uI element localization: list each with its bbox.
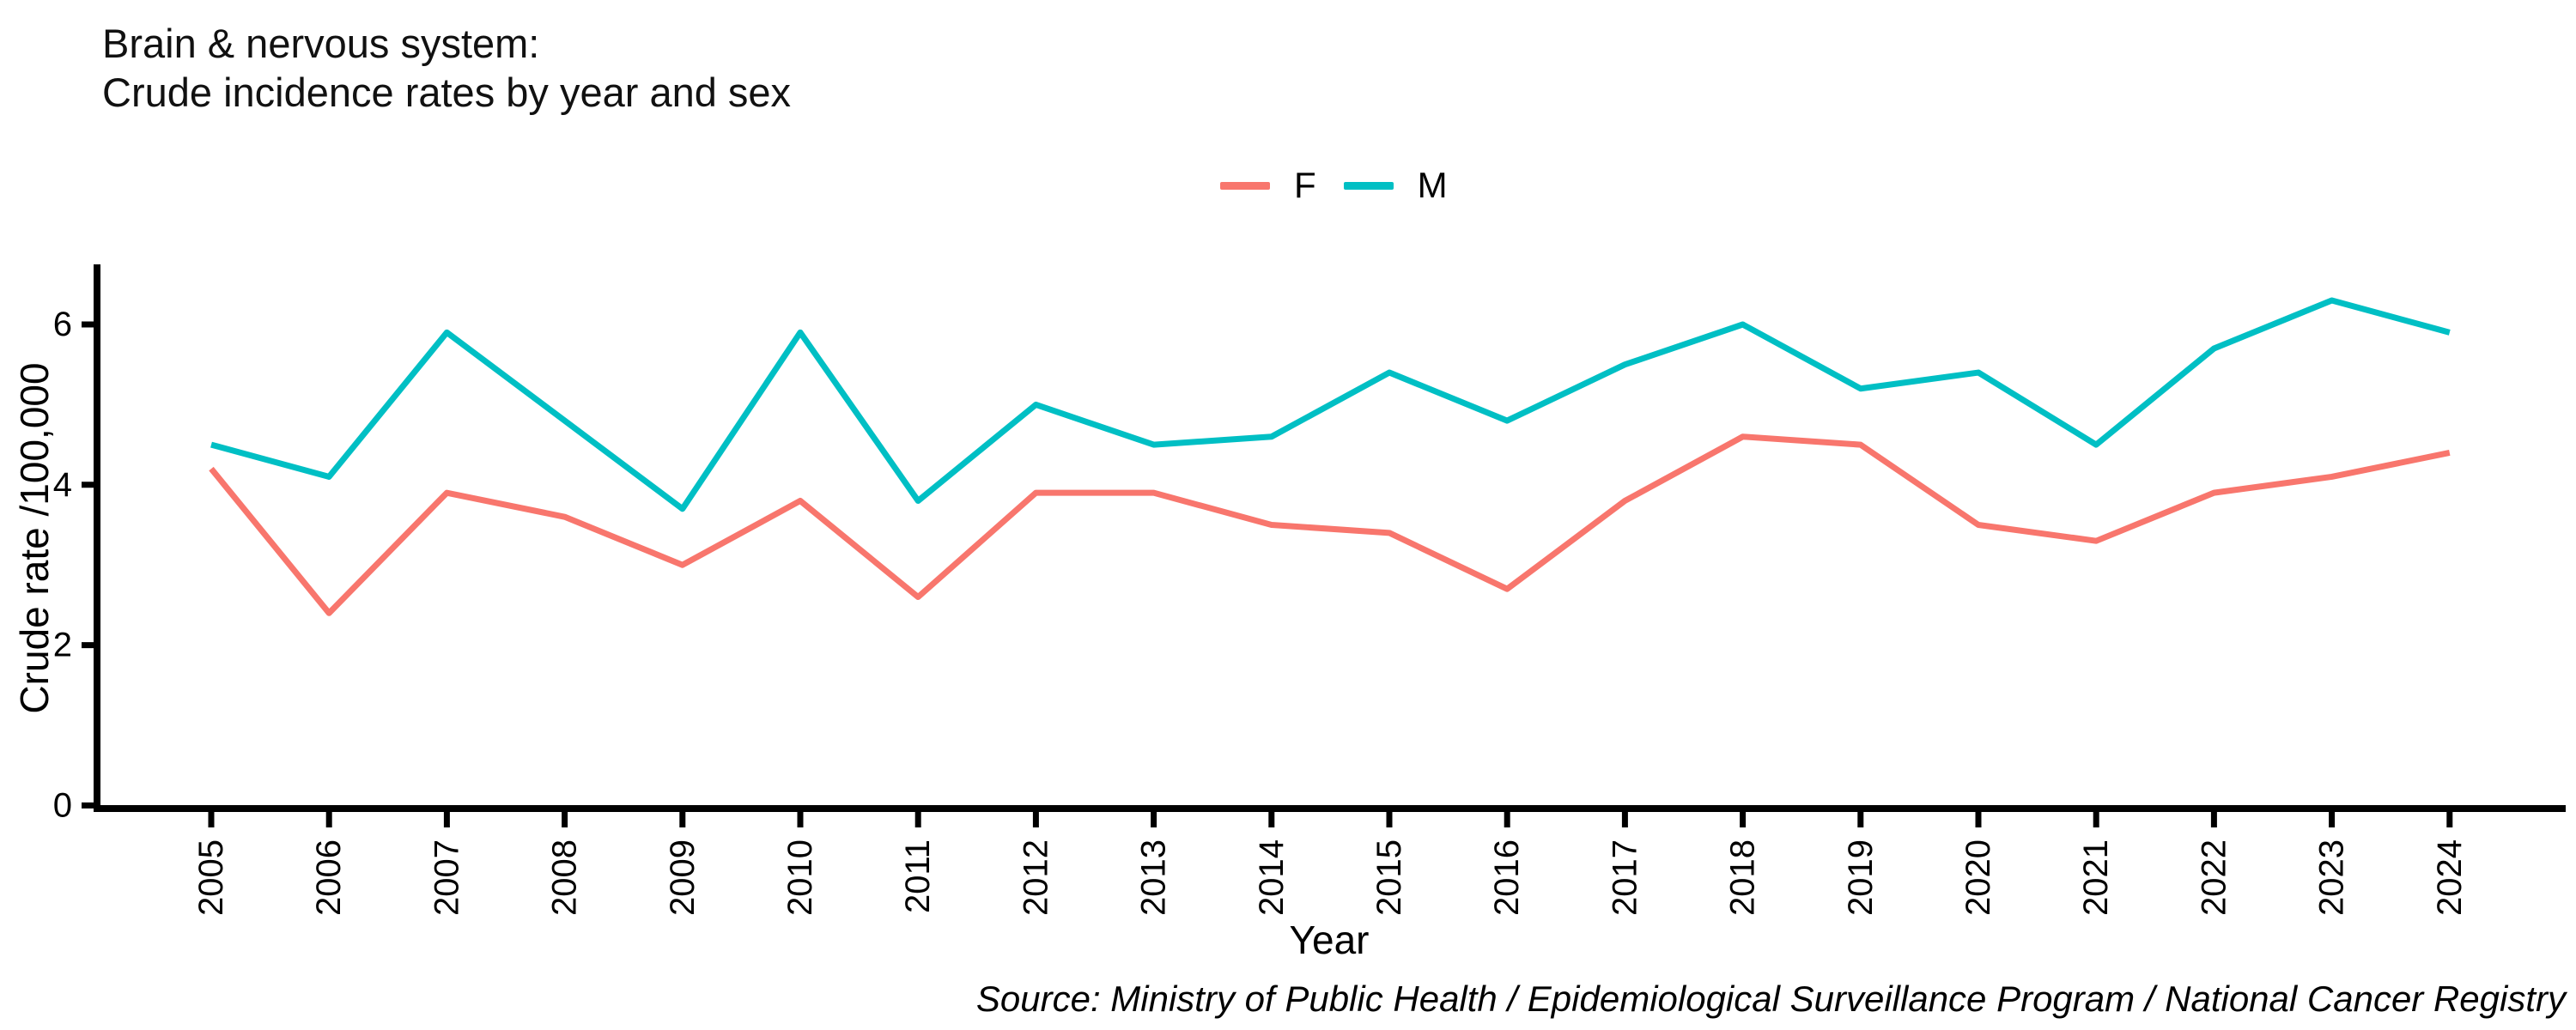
- x-tick-label: 2021: [2077, 839, 2115, 916]
- legend-label-f: F: [1294, 165, 1316, 205]
- x-tick-label: 2007: [428, 839, 465, 916]
- y-axis-title: Crude rate /100,000: [12, 362, 57, 714]
- x-tick-label: 2014: [1253, 839, 1291, 916]
- x-tick-label: 2008: [546, 839, 584, 916]
- x-axis-ticks: 2005 2006 2007 2008 2009 2010 2011 2012 2013 2014…: [192, 812, 2469, 916]
- y-tick-label: 4: [53, 466, 72, 504]
- x-tick-label: 2015: [1370, 839, 1408, 916]
- y-tick-label: 2: [53, 627, 72, 664]
- x-tick-label: 2013: [1135, 839, 1173, 916]
- legend-swatch-f: [1220, 181, 1270, 190]
- x-tick-label: 2016: [1488, 839, 1526, 916]
- y-tick-label: 6: [53, 306, 72, 343]
- x-tick-label: 2020: [1959, 839, 1997, 916]
- y-axis-ticks: 0 2 4 6: [53, 306, 97, 824]
- series-lines: [209, 297, 2451, 616]
- x-tick-label: 2006: [310, 839, 348, 916]
- legend-item-m: M: [1343, 165, 1448, 206]
- x-tick-label: 2019: [1842, 839, 1880, 916]
- y-tick-label: 0: [53, 786, 72, 824]
- x-tick-label: 2017: [1606, 839, 1643, 916]
- x-tick-label: 2010: [781, 839, 819, 916]
- x-tick-label: 2011: [899, 839, 937, 913]
- x-tick-label: 2023: [2313, 839, 2351, 916]
- series-line-m: [210, 297, 2451, 512]
- series-line-f: [209, 433, 2451, 616]
- legend: F M: [1220, 165, 1448, 206]
- x-tick-label: 2018: [1724, 839, 1762, 916]
- source-note: Source: Ministry of Public Health / Epid…: [975, 978, 2566, 1019]
- legend-label-m: M: [1417, 165, 1448, 205]
- chart-title-line1: Brain & nervous system:: [102, 21, 540, 66]
- x-tick-label: 2022: [2195, 839, 2233, 916]
- x-axis-title: Year: [1289, 918, 1370, 962]
- x-tick-label: 2009: [664, 839, 702, 916]
- legend-swatch-m: [1343, 181, 1394, 190]
- x-tick-label: 2012: [1017, 839, 1054, 916]
- chart-title: Brain & nervous system: Crude incidence …: [102, 19, 791, 117]
- legend-item-f: F: [1220, 165, 1316, 206]
- x-tick-label: 2005: [192, 839, 230, 916]
- x-tick-label: 2024: [2431, 839, 2469, 916]
- chart-title-line2: Crude incidence rates by year and sex: [102, 70, 792, 115]
